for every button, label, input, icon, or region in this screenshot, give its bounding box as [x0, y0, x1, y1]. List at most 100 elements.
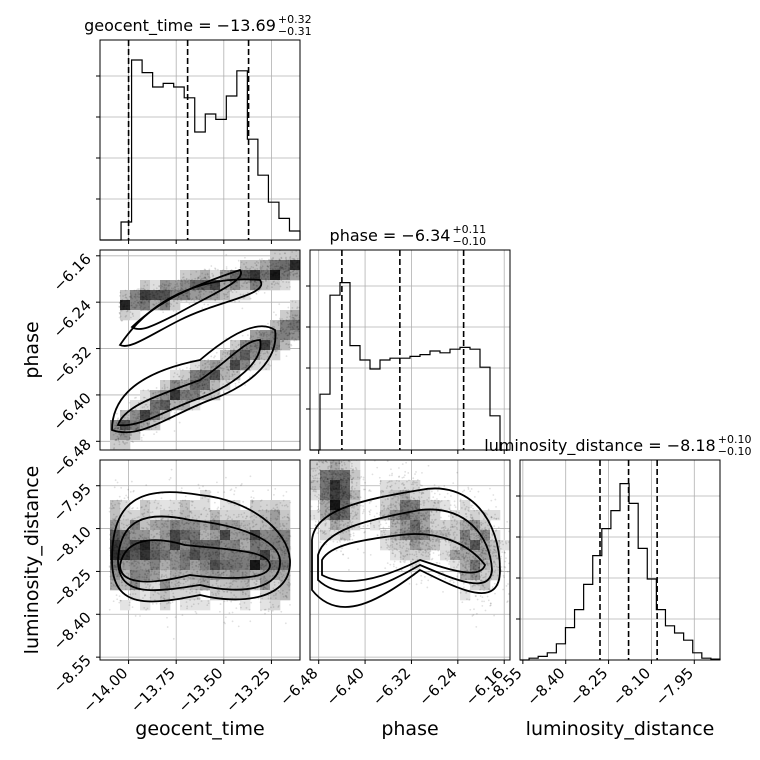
sample-point [233, 539, 236, 542]
sample-point [161, 537, 164, 540]
sample-point [276, 510, 279, 513]
sample-point [118, 294, 121, 297]
sample-point [261, 337, 264, 340]
sample-point [179, 558, 182, 561]
density-cell [140, 550, 151, 561]
sample-point [269, 570, 271, 573]
sample-point [139, 543, 142, 546]
density-cell [280, 510, 291, 521]
sample-point [153, 405, 156, 408]
sample-point [239, 359, 242, 362]
sample-point [245, 270, 248, 273]
sample-point [133, 295, 136, 298]
sample-point [139, 306, 142, 309]
sample-point [193, 550, 196, 553]
sample-point [258, 336, 261, 339]
sample-point [291, 316, 294, 319]
sample-point [150, 568, 153, 571]
sample-point [168, 534, 171, 537]
sample-point [249, 345, 252, 347]
sample-point [234, 364, 237, 367]
sample-point [137, 427, 139, 429]
sample-point [170, 395, 173, 398]
sample-point [177, 391, 180, 394]
sample-point [123, 425, 126, 428]
sample-point [161, 283, 164, 285]
sample-point [203, 359, 206, 362]
sample-point [211, 560, 213, 563]
sample-point [228, 366, 231, 368]
sample-point [159, 561, 162, 564]
sample-point [142, 512, 145, 515]
sample-point [259, 266, 262, 269]
sample-point [215, 543, 218, 546]
sample-point [192, 547, 195, 550]
sample-point [232, 273, 234, 276]
sample-point [110, 571, 112, 574]
sample-point [122, 303, 125, 306]
sample-point [208, 555, 211, 558]
sample-point [134, 547, 137, 550]
sample-point [203, 392, 206, 394]
sample-point [199, 376, 202, 379]
sample-point [216, 539, 219, 542]
sample-point [220, 359, 223, 362]
sample-point [234, 360, 237, 363]
sample-point [250, 515, 253, 518]
density-cell [110, 530, 121, 541]
sample-point [167, 566, 169, 569]
sample-point [163, 542, 166, 545]
sample-point [208, 577, 211, 580]
panel-frame [519, 459, 721, 661]
sample-point [185, 400, 188, 402]
sample-point [178, 368, 181, 371]
sample-point [251, 500, 254, 503]
sample-point [297, 320, 300, 322]
sample-point [158, 295, 161, 298]
sample-point [262, 525, 264, 528]
sample-point [238, 356, 241, 358]
sample-point [140, 555, 143, 558]
sample-point [142, 553, 145, 556]
sample-point [144, 412, 147, 414]
sample-point [161, 308, 164, 311]
sample-point [239, 266, 242, 269]
sample-point [274, 274, 277, 277]
sample-point [116, 545, 119, 548]
sample-point [198, 541, 201, 544]
sample-point [218, 361, 221, 364]
sample-point [191, 561, 194, 564]
sample-point [182, 554, 185, 556]
sample-point [117, 532, 120, 534]
sample-point [214, 282, 217, 285]
sample-point [176, 407, 179, 410]
sample-point [246, 281, 249, 284]
sample-point [255, 563, 258, 566]
sample-point [282, 339, 285, 342]
sample-point [170, 542, 172, 545]
sample-point [133, 421, 136, 423]
density-cell [280, 260, 291, 271]
sample-point [225, 531, 228, 534]
sample-point [219, 562, 222, 565]
sample-point [146, 422, 149, 425]
sample-point [179, 536, 182, 539]
density-cell [160, 520, 171, 531]
sample-point [163, 383, 166, 386]
sample-point [158, 289, 160, 292]
sample-point [185, 379, 188, 382]
density-cell [220, 350, 231, 361]
sample-point [130, 558, 133, 561]
sample-point [248, 579, 250, 582]
sample-point [141, 414, 144, 417]
sample-point [148, 585, 151, 588]
sample-point [150, 566, 153, 569]
sample-point [188, 537, 191, 540]
sample-point [267, 272, 270, 275]
sample-point [198, 551, 201, 554]
sample-point [124, 442, 127, 444]
sample-point [236, 363, 239, 366]
sample-point [182, 529, 185, 532]
sample-point [174, 283, 177, 286]
sample-point [127, 531, 130, 534]
